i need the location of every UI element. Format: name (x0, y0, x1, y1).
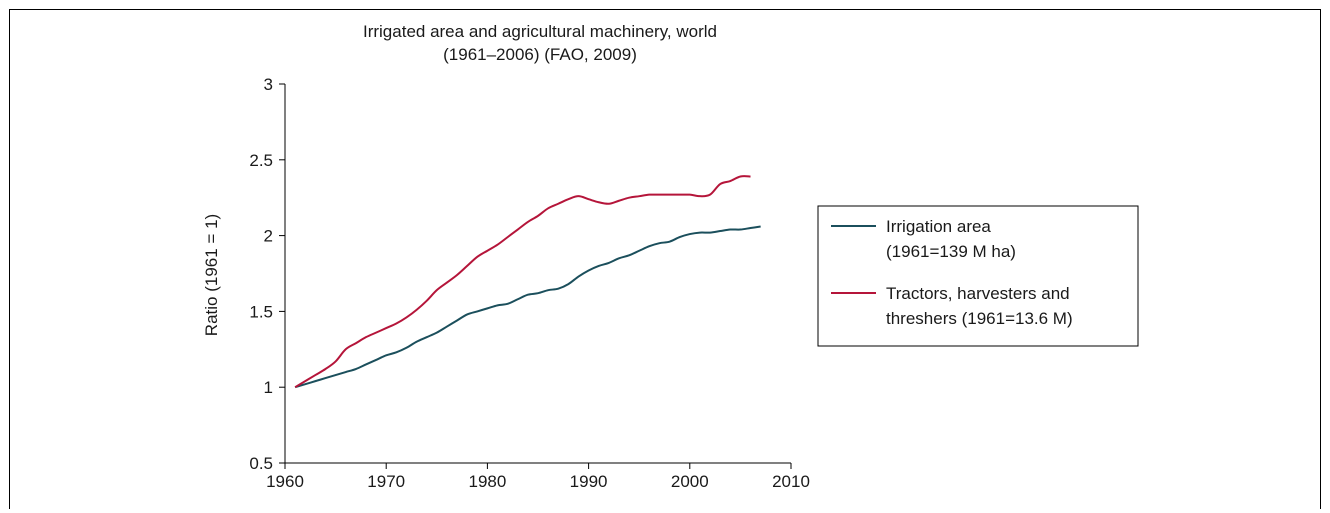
x-tick-label: 1990 (570, 472, 608, 491)
x-tick-label: 2010 (772, 472, 810, 491)
axes (284, 84, 791, 464)
legend-label-tractors-line2: threshers (1961=13.6 M) (886, 309, 1073, 328)
legend-label-irrigation-line2: (1961=139 M ha) (886, 242, 1016, 261)
y-ticks: 0.5 1 1.5 2 2.5 3 (249, 75, 285, 473)
legend-label-tractors-line1: Tractors, harvesters and (886, 284, 1070, 303)
chart-title-line2: (1961–2006) (FAO, 2009) (443, 45, 637, 64)
legend: Irrigation area (1961=139 M ha) Tractors… (817, 205, 1139, 347)
y-tick-label: 1.5 (249, 302, 273, 321)
y-tick-label: 1 (264, 378, 273, 397)
x-ticks: 1960 1970 1980 1990 2000 2010 (266, 463, 810, 491)
y-tick-label: 2.5 (249, 151, 273, 170)
x-tick-label: 2000 (671, 472, 709, 491)
chart-title-line1: Irrigated area and agricultural machiner… (363, 22, 717, 41)
x-tick-label: 1970 (367, 472, 405, 491)
legend-box (817, 205, 1139, 347)
x-tick-label: 1960 (266, 472, 304, 491)
y-tick-label: 2 (264, 227, 273, 246)
series-lines (294, 175, 761, 389)
series-line-irrigation-area (294, 225, 761, 389)
x-tick-label: 1980 (468, 472, 506, 491)
y-axis-label: Ratio (1961 = 1) (202, 214, 221, 336)
legend-label-irrigation-line1: Irrigation area (886, 217, 991, 236)
chart-frame (9, 9, 1321, 509)
series-line-tractors-harvesters-threshers (294, 175, 751, 389)
y-tick-label: 0.5 (249, 454, 273, 473)
y-tick-label: 3 (264, 75, 273, 94)
